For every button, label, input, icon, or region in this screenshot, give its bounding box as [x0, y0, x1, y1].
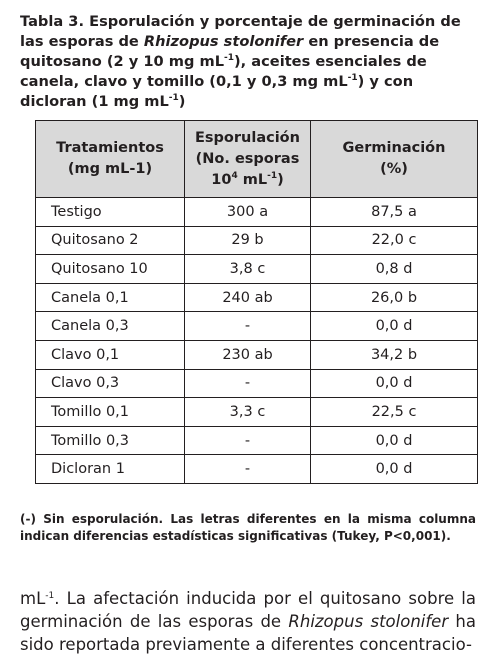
header-sup: 4	[231, 170, 238, 181]
table-row: Clavo 0,1 230 ab 34,2 b	[35, 339, 478, 370]
table-cell: 0,0 d	[310, 425, 478, 456]
table-cell: 0,0 d	[310, 311, 478, 341]
body-text: mL-1. La afectación inducida por el quit…	[20, 587, 476, 656]
header-text: (%)	[380, 161, 408, 177]
body-part: mL	[20, 589, 46, 608]
header-row: Tratamientos (mg mL-1) Esporulación (No. e…	[35, 120, 478, 198]
caption-species: Rhizopus stolonifer	[143, 33, 304, 50]
header-text: (No. esporas	[195, 150, 300, 167]
header-text: Tratamientos	[56, 140, 164, 156]
table-cell: Clavo 0,1	[35, 339, 185, 370]
table-row: Tomillo 0,3-0,0 d	[35, 425, 478, 456]
header-text: Germinación	[342, 140, 446, 156]
table-cell: -	[184, 454, 311, 484]
caption-text: )	[178, 93, 186, 110]
table-cell: Testigo	[35, 197, 185, 227]
header-text: mL	[237, 171, 268, 188]
body-part: ha sido reportada previamente a diferent…	[20, 612, 476, 654]
header-text: )	[277, 171, 284, 188]
caption-text: ), aceites esenciales de canela, clavo y…	[20, 53, 427, 90]
table-caption: Tabla 3. Esporulación y porcentaje de ge…	[20, 12, 480, 112]
header-cell: Germinación (%)	[310, 120, 478, 198]
table-row: Tomillo 0,1 3,3 c 22,5 c	[35, 397, 478, 427]
caption-label: Tabla 3.	[20, 13, 84, 30]
data-table: Tratamientos (mg mL-1) Esporulación (No. e…	[35, 120, 478, 484]
table-row: Testigo 300 a 87,5 a	[35, 197, 478, 227]
table-row: Canela 0,1 240 ab 26,0 b	[35, 282, 478, 313]
header-sup: -1	[267, 170, 278, 181]
table-cell: 87,5 a	[310, 197, 478, 227]
header-text: (mg mL-1)	[67, 161, 153, 177]
table-cell: 230 ab	[184, 339, 311, 370]
caption-text: ) y con dicloran (1 mg mL	[20, 73, 414, 110]
caption-text: en presencia de quitosano (2 y 10 mg mL	[20, 33, 440, 70]
table-cell: 0,0 d	[310, 454, 478, 484]
body-part: . La afectación inducida por el quitosan…	[20, 589, 476, 631]
table-row: Quitosano 2 29 b 22,0 c	[35, 225, 478, 256]
table-row: Clavo 0,3-0,0 d	[35, 368, 478, 399]
table-row: Canela 0,3-0,0 d	[35, 311, 478, 341]
table-cell: Tomillo 0,1	[35, 397, 185, 427]
table-cell: 29 b	[184, 225, 311, 256]
table-cell: Canela 0,3	[35, 311, 185, 341]
table-cell: 3,8 c	[184, 254, 311, 284]
table-cell: Dicloran 1	[35, 454, 185, 484]
table-cell: 22,5 c	[310, 397, 478, 427]
table-cell: -	[184, 311, 311, 341]
caption-text: Esporulación y porcentaje de germinación…	[20, 13, 461, 50]
header-cell: Tratamientos (mg mL-1)	[35, 120, 185, 198]
table-cell: 0,8 d	[310, 254, 478, 284]
header-text: Esporulación	[195, 129, 300, 146]
table-cell: Canela 0,1	[35, 282, 185, 313]
table-cell: 22,0 c	[310, 225, 478, 256]
body-sup: -1	[45, 591, 55, 601]
table-cell: Clavo 0,3	[35, 368, 185, 399]
table-cell: 300 a	[184, 197, 311, 227]
table-cell: 240 ab	[184, 282, 311, 313]
table-row: Quitosano 10 3,8 c 0,8 d	[35, 254, 478, 284]
table-cell: Quitosano 10	[35, 254, 185, 284]
header-text: 10	[211, 171, 232, 188]
header-cell: Esporulación (No. esporas 104 mL-1)	[184, 120, 311, 198]
table-row: Dicloran 1-0,0 d	[35, 454, 478, 484]
table-cell: Quitosano 2	[35, 225, 185, 256]
table-cell: 3,3 c	[184, 397, 311, 427]
table-cell: Tomillo 0,3	[35, 425, 185, 456]
table-cell: -	[184, 368, 311, 399]
caption-sup: -1	[224, 53, 234, 63]
body-species: Rhizopus stolonifer	[288, 612, 449, 631]
caption-sup: -1	[168, 93, 179, 103]
table-cell: 34,2 b	[310, 339, 478, 370]
table-cell: 0,0 d	[310, 368, 478, 399]
caption-sup: -1	[347, 73, 358, 83]
footnote: (-) Sin esporulación. Las letras diferen…	[20, 512, 476, 543]
table-cell: -	[184, 425, 311, 456]
table-cell: 26,0 b	[310, 282, 478, 313]
